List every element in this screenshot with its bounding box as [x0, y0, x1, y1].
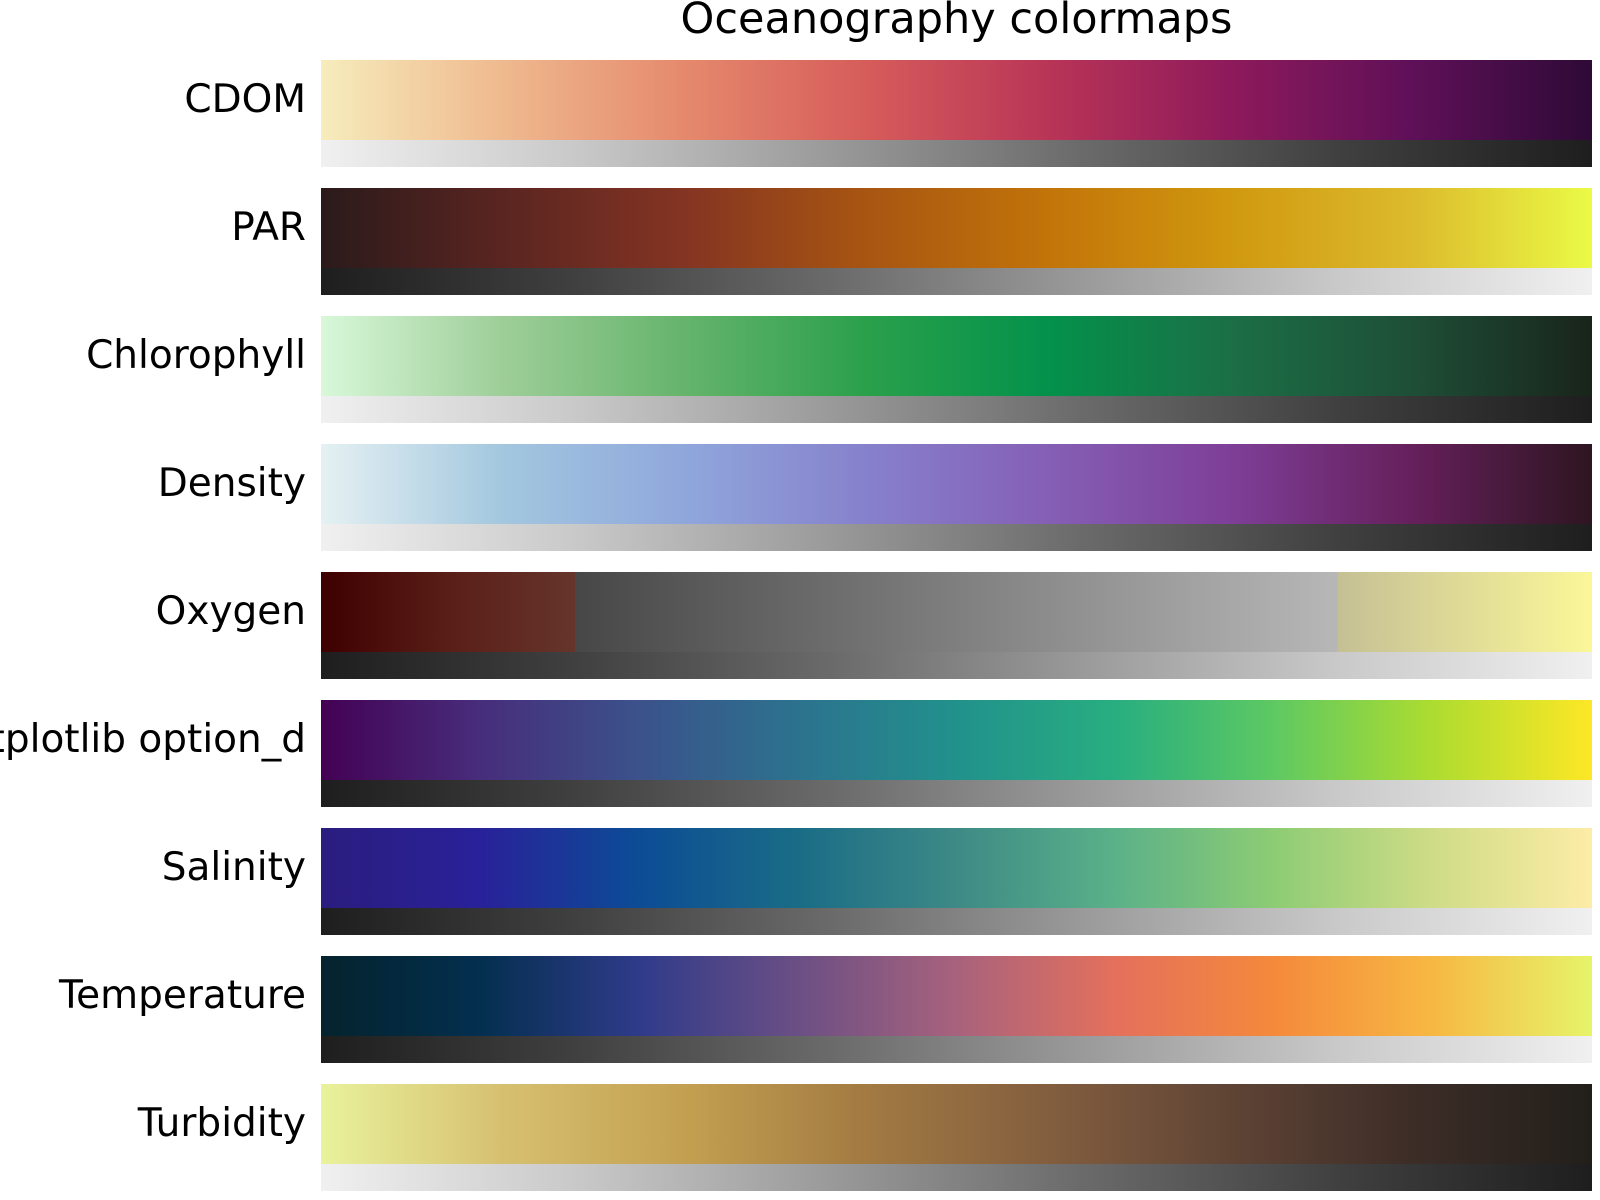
colormap-color-bar: [321, 828, 1592, 908]
colormap-label: Chlorophyll: [86, 333, 306, 378]
colormap-label: Temperature: [58, 973, 306, 1018]
colormap-color-bar: [321, 188, 1592, 268]
colormap-color-bar: [321, 1084, 1592, 1164]
colormap-color-bar: [321, 572, 1592, 652]
colormap-color-bar: [321, 956, 1592, 1036]
colormap-label: matplotlib option_d: [0, 717, 306, 762]
colormap-label: Turbidity: [137, 1101, 306, 1146]
colormap-grayscale-bar: [321, 908, 1592, 935]
colormap-color-bar: [321, 60, 1592, 140]
colormap-grayscale-bar: [321, 780, 1592, 807]
colormap-grayscale-bar: [321, 396, 1592, 423]
colormap-color-bar: [321, 700, 1592, 780]
colormap-grayscale-bar: [321, 652, 1592, 679]
colormap-grayscale-bar: [321, 524, 1592, 551]
colormap-grayscale-bar: [321, 268, 1592, 295]
colormap-label: Oxygen: [155, 589, 306, 634]
colormap-label: Density: [157, 461, 306, 506]
colormap-color-bar: [321, 316, 1592, 396]
colormap-grayscale-bar: [321, 1036, 1592, 1063]
colormap-grayscale-bar: [321, 140, 1592, 167]
chart-title: Oceanography colormaps: [680, 0, 1233, 44]
colormap-label: PAR: [231, 205, 306, 250]
colormap-grayscale-bar: [321, 1164, 1592, 1191]
colormap-label: Salinity: [161, 845, 306, 890]
colormap-label: CDOM: [184, 77, 306, 122]
colormap-color-bar: [321, 444, 1592, 524]
